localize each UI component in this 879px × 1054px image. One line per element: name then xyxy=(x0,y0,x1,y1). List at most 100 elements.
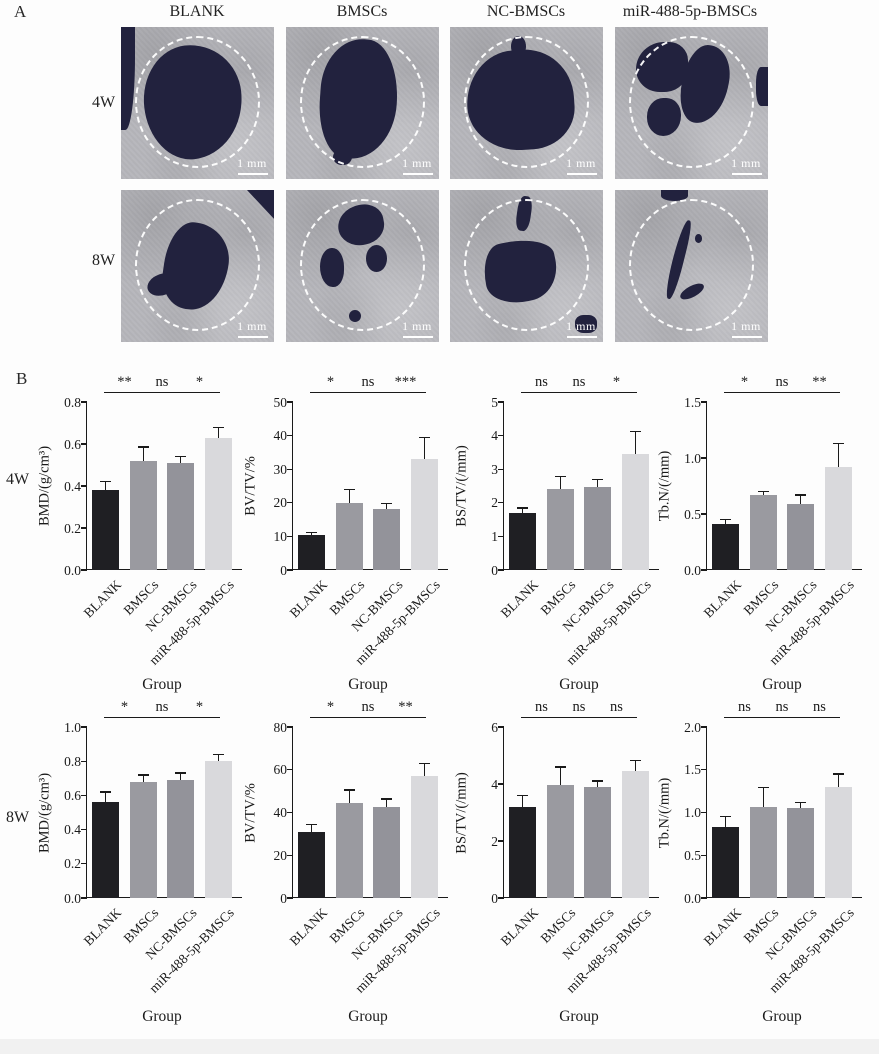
significance-label: * xyxy=(740,374,749,390)
chart-4w-bvtv: BV/TV/% 0 10 20 30 40 50 * ns *** BLANK BMSCs NC-BMS… xyxy=(233,370,448,715)
error-bar-cap xyxy=(629,430,641,433)
significance-label: ns xyxy=(535,699,548,715)
significance-bracket xyxy=(384,717,427,719)
bone-defect-region xyxy=(246,190,274,219)
y-tick-label: 0 xyxy=(280,890,287,906)
y-tick-mark xyxy=(286,502,293,504)
significance-label: ns xyxy=(155,699,169,715)
scale-bar: 1 mm xyxy=(236,317,268,338)
error-bar xyxy=(386,799,388,808)
significance-bracket xyxy=(347,392,389,394)
y-tick-mark xyxy=(700,513,707,515)
error-bar xyxy=(634,431,636,455)
column-header-nc-bmscs: NC-BMSCs xyxy=(486,3,566,20)
bar-bmscs xyxy=(749,494,777,570)
significance-label: ns xyxy=(813,699,826,715)
y-tick-mark xyxy=(80,863,87,865)
error-bar xyxy=(142,447,144,461)
significance-label: ** xyxy=(812,374,827,390)
significance-bracket xyxy=(103,717,146,719)
scale-bar-label: 1 mm xyxy=(402,318,432,333)
column-header-mir-488-5p-bmscs: miR-488-5p-BMSCs xyxy=(622,3,758,20)
error-bar-cap xyxy=(795,801,807,803)
error-bar xyxy=(800,494,802,504)
y-tick-mark xyxy=(700,854,707,856)
error-bar-cap xyxy=(832,442,844,445)
scale-bar: 1 mm xyxy=(565,317,597,338)
scale-bar-label: 1 mm xyxy=(731,318,761,333)
significance-bracket xyxy=(309,717,352,719)
error-bar-cap xyxy=(757,787,769,789)
significance-bracket xyxy=(178,717,221,719)
y-tick-mark xyxy=(286,854,293,856)
y-tick-mark xyxy=(497,840,504,842)
column-header-bmscs: BMSCs xyxy=(336,3,388,20)
y-tick-label: 2 xyxy=(491,833,498,849)
y-tick-mark xyxy=(497,535,504,538)
error-bar xyxy=(522,795,524,807)
x-tick-label: BLANK xyxy=(700,905,745,949)
bar-blank xyxy=(92,802,120,898)
significance-bracket xyxy=(141,392,183,394)
significance-label: ns xyxy=(361,699,375,715)
y-tick-mark xyxy=(286,401,293,403)
significance-label: ns xyxy=(775,374,789,390)
error-bar xyxy=(348,489,350,504)
microct-image-8w-nc-bmscs: 1 mm xyxy=(450,190,603,342)
y-tick-mark xyxy=(286,811,293,814)
y-tick-mark xyxy=(497,468,504,470)
scale-bar: 1 mm xyxy=(730,317,762,338)
y-tick-mark xyxy=(80,569,87,571)
y-tick-mark xyxy=(700,569,707,571)
y-tick-label: 0.0 xyxy=(684,890,701,906)
row-label-4w-charts: 4W xyxy=(6,471,30,488)
bar-bmscs xyxy=(335,503,363,570)
x-axis-line xyxy=(705,896,862,898)
bar-nc-bmscs xyxy=(373,508,401,570)
y-tick-label: 60 xyxy=(273,762,288,778)
significance-label: * xyxy=(326,374,335,390)
chart-4w-tbn: Tb.N/(/mm) 0.0 0.5 1.0 1.5 * ns ** BLANK BMSCs NC-… xyxy=(647,370,862,715)
significance-label: ns xyxy=(738,699,751,715)
error-bar-cap xyxy=(100,481,112,483)
y-tick-mark xyxy=(497,783,504,785)
y-tick-label: 0.8 xyxy=(64,753,81,769)
microct-image-8w-mir-488-5p-bmscs: 1 mm xyxy=(615,190,768,342)
y-tick-mark xyxy=(80,760,87,762)
y-tick-mark xyxy=(80,726,87,728)
chart-8w-bvtv: BV/TV/% 0 20 40 60 80 * ns ** BLANK BMSCs NC-BMSCs m… xyxy=(233,699,448,1045)
error-bar xyxy=(180,773,182,780)
error-bar-cap xyxy=(720,816,732,818)
y-tick-label: 40 xyxy=(273,805,288,820)
error-bar xyxy=(348,790,350,803)
error-bar xyxy=(800,802,802,809)
scale-bar-line xyxy=(732,335,762,338)
y-tick-mark xyxy=(286,535,293,538)
y-axis-label: BS/TV/(/mm) xyxy=(453,445,470,527)
y-tick-mark xyxy=(700,457,707,459)
y-tick-mark xyxy=(80,897,87,899)
scale-bar: 1 mm xyxy=(401,317,433,338)
error-bar-cap xyxy=(517,794,529,797)
x-axis-line xyxy=(705,568,862,570)
error-bar xyxy=(105,791,107,803)
y-tick-label: 0.4 xyxy=(64,478,81,494)
defect-roi-dashed-circle xyxy=(463,36,590,169)
bar-blank xyxy=(298,534,326,570)
y-tick-mark xyxy=(497,502,504,504)
y-tick-mark xyxy=(80,485,87,487)
scale-bar-label: 1 mm xyxy=(566,318,596,333)
error-bar-cap xyxy=(720,518,732,521)
scale-bar: 1 mm xyxy=(401,154,433,175)
significance-label: * xyxy=(195,374,204,390)
y-tick-label: 0.5 xyxy=(684,506,701,522)
error-bar-cap xyxy=(175,455,187,458)
x-tick-label: BLANK xyxy=(497,577,542,621)
x-tick-label: BLANK xyxy=(286,905,331,949)
significance-bracket xyxy=(520,717,563,719)
panel-a-label: A xyxy=(14,2,27,21)
y-tick-mark xyxy=(286,434,293,437)
scale-bar: 1 mm xyxy=(730,154,762,175)
scale-bar-line xyxy=(403,172,433,175)
error-bar-cap xyxy=(757,490,769,493)
